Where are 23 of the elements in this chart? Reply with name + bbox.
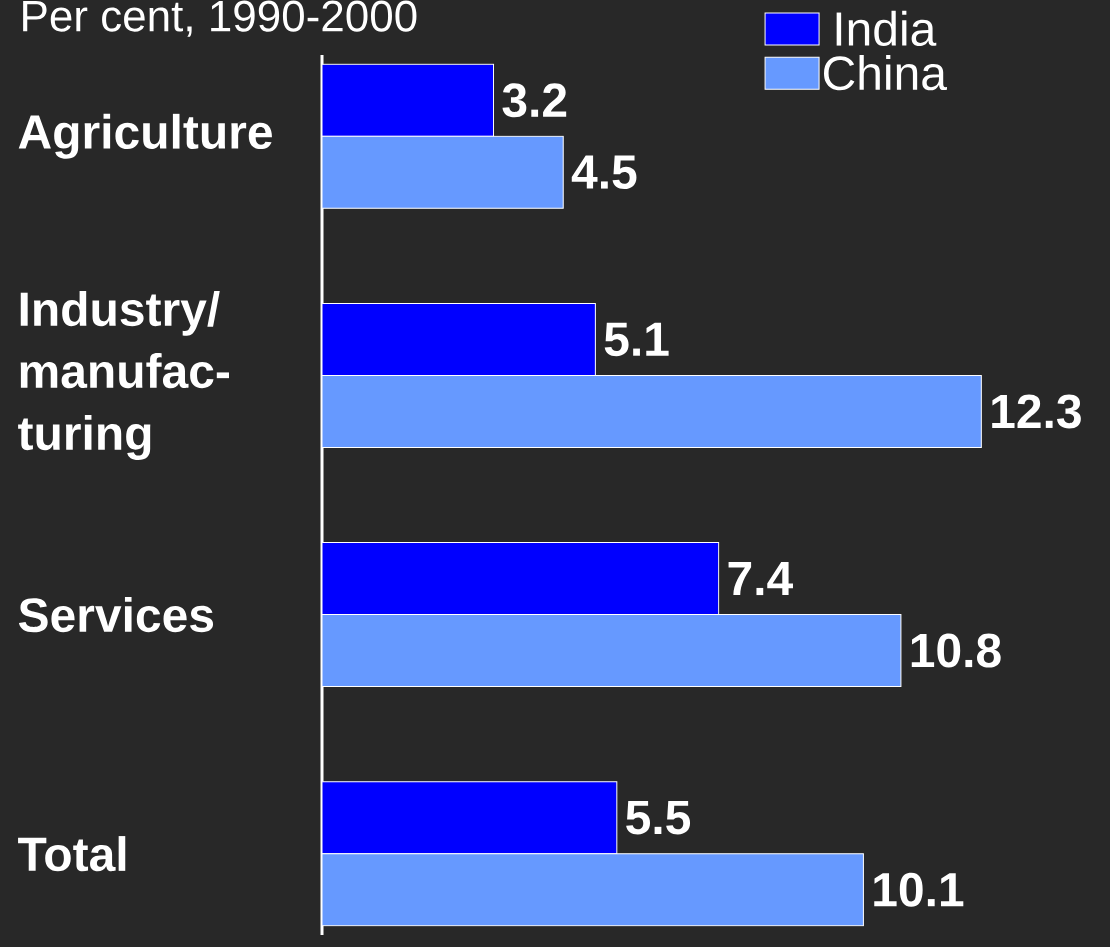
data-label: 5.1	[604, 322, 669, 357]
data-label: 7.4	[728, 562, 793, 596]
data-label: 5.5	[626, 800, 691, 835]
data-label: 4.5	[571, 155, 637, 190]
y-tick-label: Total	[18, 836, 126, 872]
bar	[322, 63, 495, 137]
bar	[322, 853, 864, 927]
legend-label: China	[824, 55, 947, 91]
data-label: 10.1	[874, 872, 964, 907]
chart-subtitle: Per cent, 1990-2000	[23, 0, 417, 37]
y-tick-label: Agriculture	[18, 113, 272, 159]
bar	[322, 614, 902, 688]
legend-label: India	[836, 10, 937, 47]
bar	[322, 302, 596, 376]
data-label: 12.3	[992, 394, 1081, 429]
bar	[322, 135, 564, 209]
y-tick-label: Services	[18, 596, 214, 633]
data-label: 3.2	[502, 83, 567, 118]
y-tick-label: Industry/ manufac- turing	[18, 290, 229, 460]
bar	[322, 542, 720, 616]
bar	[322, 374, 982, 448]
bar	[322, 781, 618, 855]
data-label: 10.8	[911, 633, 1001, 668]
